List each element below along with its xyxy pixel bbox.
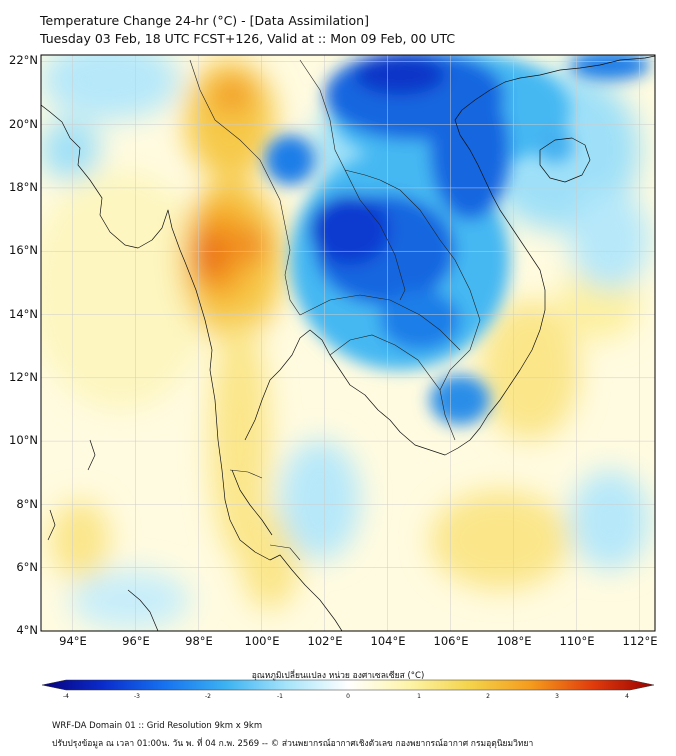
map-frame bbox=[40, 54, 656, 632]
footer-model-info: WRF-DA Domain 01 :: Grid Resolution 9km … bbox=[52, 721, 263, 731]
lon-label-96: 96°E bbox=[122, 634, 150, 648]
lat-label-22: 22°N bbox=[9, 53, 38, 67]
colorbar-tick: -3 bbox=[134, 693, 140, 700]
map-subtitle: Tuesday 03 Feb, 18 UTC FCST+126, Valid a… bbox=[40, 31, 456, 46]
lat-label-14: 14°N bbox=[9, 307, 38, 321]
lat-label-12: 12°N bbox=[9, 370, 38, 384]
colorbar-tick: 2 bbox=[486, 693, 490, 700]
lat-label-6: 6°N bbox=[16, 560, 38, 574]
temperature-field bbox=[41, 55, 655, 631]
lat-label-10: 10°N bbox=[9, 433, 38, 447]
grid-lines bbox=[41, 55, 655, 632]
colorbar-tick: 0 bbox=[346, 693, 350, 700]
colorbar bbox=[41, 679, 655, 691]
lat-label-4: 4°N bbox=[16, 623, 38, 637]
colorbar-tick: 3 bbox=[555, 693, 559, 700]
lon-label-110: 110°E bbox=[559, 634, 595, 648]
colorbar-tick: 1 bbox=[417, 693, 421, 700]
lat-label-20: 20°N bbox=[9, 117, 38, 131]
lon-label-100: 100°E bbox=[244, 634, 280, 648]
lon-label-108: 108°E bbox=[496, 634, 532, 648]
map-title: Temperature Change 24-hr (°C) - [Data As… bbox=[40, 13, 369, 28]
lon-label-112: 112°E bbox=[622, 634, 658, 648]
colorbar-tick: -1 bbox=[277, 693, 283, 700]
lon-label-94: 94°E bbox=[59, 634, 87, 648]
colorbar-title: อุณหภูมิเปลี่ยนแปลง หน่วย องศาเซลเซียส (… bbox=[251, 671, 425, 681]
country-borders bbox=[189, 59, 481, 561]
lon-label-102: 102°E bbox=[307, 634, 343, 648]
coastlines bbox=[41, 55, 655, 631]
colorbar-tick: 4 bbox=[625, 693, 629, 700]
colorbar-tick: -2 bbox=[205, 693, 211, 700]
lat-label-16: 16°N bbox=[9, 243, 38, 257]
lat-label-8: 8°N bbox=[16, 497, 38, 511]
lat-label-18: 18°N bbox=[9, 180, 38, 194]
lon-label-104: 104°E bbox=[370, 634, 406, 648]
lon-label-98: 98°E bbox=[185, 634, 213, 648]
lon-label-106: 106°E bbox=[433, 634, 469, 648]
footer-credit: ปรับปรุงข้อมูล ณ เวลา 01:00น. วัน พ. ที่… bbox=[52, 739, 534, 749]
colorbar-tick: -4 bbox=[63, 693, 69, 700]
